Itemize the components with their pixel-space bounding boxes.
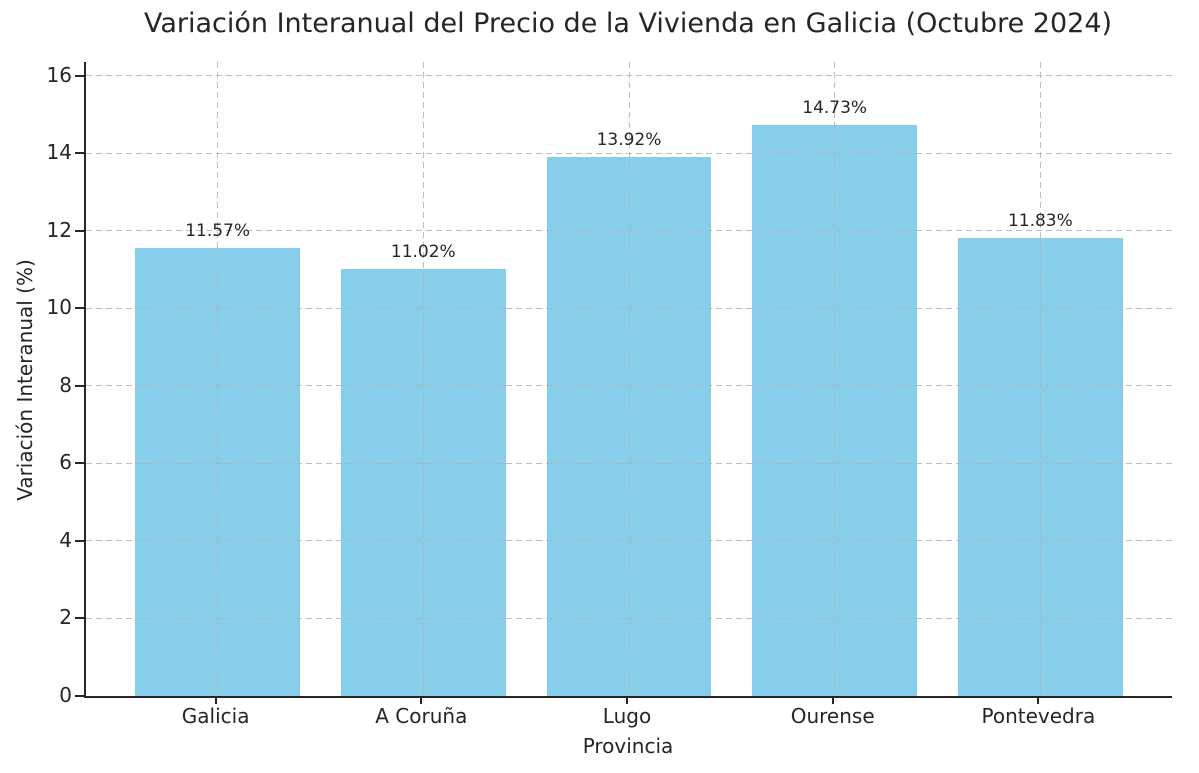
x-gridline xyxy=(628,62,630,696)
bar-value-label: 13.92% xyxy=(596,129,662,150)
x-axis-label: Provincia xyxy=(582,734,674,758)
plot-area: 11.57% 11.02% 13.92% 14.73% 11.83% xyxy=(84,62,1172,698)
x-tick-label: Galicia xyxy=(181,704,250,728)
x-gridline xyxy=(1039,62,1041,696)
y-tick-mark xyxy=(75,539,84,542)
y-tick-mark xyxy=(75,617,84,620)
y-tick-mark xyxy=(75,229,84,232)
y-tick-label: 6 xyxy=(59,450,72,475)
y-tick-label: 0 xyxy=(59,683,72,707)
y-tick-label: 4 xyxy=(59,527,72,552)
bar-value-label: 11.02% xyxy=(390,241,456,262)
y-tick-mark xyxy=(75,74,84,77)
x-gridline xyxy=(422,62,424,696)
y-tick-mark xyxy=(75,152,84,155)
x-tick-mark xyxy=(420,696,423,704)
bar-value-label: 11.57% xyxy=(185,220,251,241)
x-tick-mark xyxy=(214,696,217,704)
x-gridline xyxy=(217,62,219,696)
x-tick-mark xyxy=(1037,696,1040,704)
y-tick-mark xyxy=(75,462,84,465)
bar-value-label: 11.83% xyxy=(1007,210,1073,231)
y-tick-label: 12 xyxy=(46,217,72,242)
x-tick-label: Lugo xyxy=(602,704,652,728)
x-tick-mark xyxy=(831,696,834,704)
y-tick-label: 8 xyxy=(59,372,72,397)
y-tick-label: 10 xyxy=(46,295,72,320)
y-tick-mark xyxy=(75,384,84,387)
y-tick-label: 14 xyxy=(46,140,72,165)
y-tick-label: 2 xyxy=(59,605,72,630)
y-tick-mark xyxy=(75,307,84,310)
x-tick-label: A Coruña xyxy=(375,704,468,728)
chart-title: Variación Interanual del Precio de la Vi… xyxy=(143,8,1113,39)
y-tick-mark xyxy=(75,695,84,697)
x-gridline xyxy=(834,62,836,696)
x-tick-mark xyxy=(626,696,628,704)
y-tick-label: 16 xyxy=(46,62,72,87)
x-tick-label: Ourense xyxy=(790,704,875,728)
bar-value-label: 14.73% xyxy=(802,98,868,119)
x-tick-label: Pontevedra xyxy=(981,704,1096,728)
